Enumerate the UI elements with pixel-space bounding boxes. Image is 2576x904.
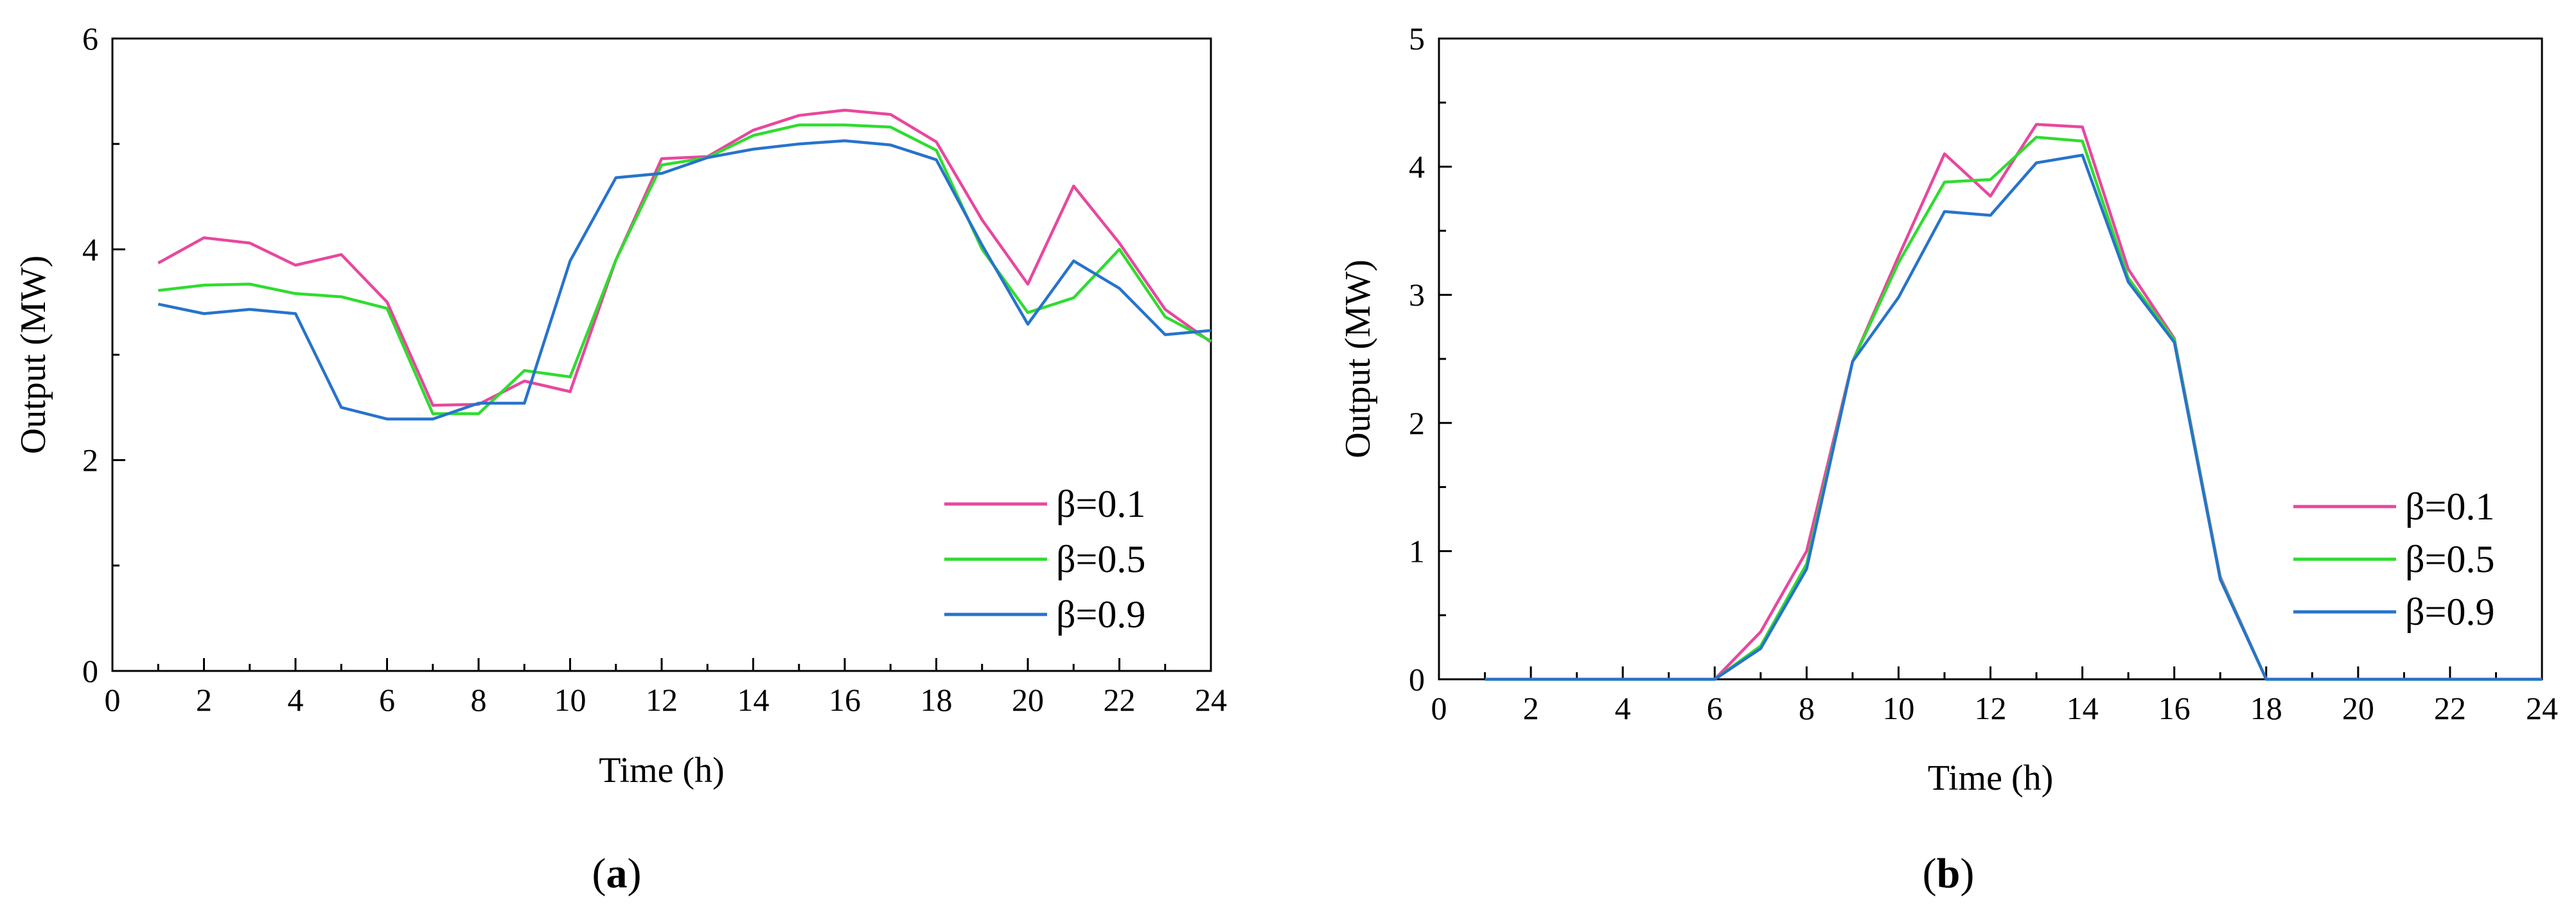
series-line: [1485, 123, 2542, 681]
legend-label: β=0.1: [1056, 483, 1145, 525]
x-tick-label: 8: [471, 682, 487, 718]
x-tick-label: 8: [1799, 690, 1815, 726]
x-tick-label: 14: [2067, 690, 2099, 726]
y-tick-label: 0: [82, 653, 98, 689]
y-axis-title: Output (MW): [1338, 259, 1378, 458]
legend-label: β=0.9: [1056, 593, 1145, 636]
x-tick-label: 0: [1431, 690, 1447, 726]
x-tick-label: 22: [2434, 690, 2466, 726]
x-tick-label: 0: [105, 682, 121, 718]
series-line: [1485, 153, 2542, 681]
plot-frame: [1438, 37, 2543, 681]
y-tick-label: 6: [82, 21, 98, 56]
x-axis-title: Time (h): [599, 751, 725, 790]
series-line: [1485, 135, 2542, 681]
y-axis-title: Output (MW): [13, 256, 53, 455]
x-tick-label: 16: [829, 682, 861, 718]
legend-label: β=0.9: [2405, 591, 2494, 633]
x-tick-label: 2: [196, 682, 212, 718]
x-tick-label: 20: [2342, 690, 2374, 726]
y-tick-label: 1: [1409, 533, 1425, 569]
series-line: [157, 139, 1212, 421]
x-tick-label: 24: [1195, 682, 1227, 718]
legend-label: β=0.5: [2405, 538, 2494, 580]
x-tick-label: 20: [1012, 682, 1044, 718]
x-tick-label: 2: [1523, 690, 1539, 726]
x-tick-label: 12: [1975, 690, 2007, 726]
y-tick-label: 0: [1409, 661, 1425, 697]
x-tick-label: 18: [2250, 690, 2282, 726]
x-tick-label: 12: [646, 682, 678, 718]
x-tick-label: 6: [379, 682, 395, 718]
y-tick-label: 2: [1409, 405, 1425, 441]
x-tick-label: 10: [554, 682, 587, 718]
x-tick-label: 10: [1882, 690, 1914, 726]
plot-frame: [111, 37, 1212, 672]
x-tick-label: 4: [1615, 690, 1631, 726]
x-tick-label: 24: [2526, 690, 2558, 726]
panel-label-a: (a): [592, 850, 642, 897]
y-tick-label: 5: [1409, 21, 1425, 56]
y-tick-label: 4: [82, 231, 98, 267]
x-tick-label: 14: [737, 682, 770, 718]
x-tick-label: 18: [921, 682, 953, 718]
x-axis-title: Time (h): [1928, 758, 2054, 798]
y-tick-label: 3: [1409, 277, 1425, 313]
x-tick-label: 4: [288, 682, 304, 718]
y-tick-label: 4: [1409, 149, 1425, 185]
x-tick-label: 6: [1707, 690, 1723, 726]
series-line: [157, 109, 1212, 407]
panel-label-b: (b): [1923, 850, 1975, 897]
legend-label: β=0.5: [1056, 538, 1145, 580]
legend-label: β=0.1: [2405, 485, 2494, 528]
series-line: [158, 123, 1212, 415]
x-tick-label: 16: [2158, 690, 2191, 726]
y-tick-label: 2: [82, 442, 98, 478]
x-tick-label: 22: [1104, 682, 1136, 718]
